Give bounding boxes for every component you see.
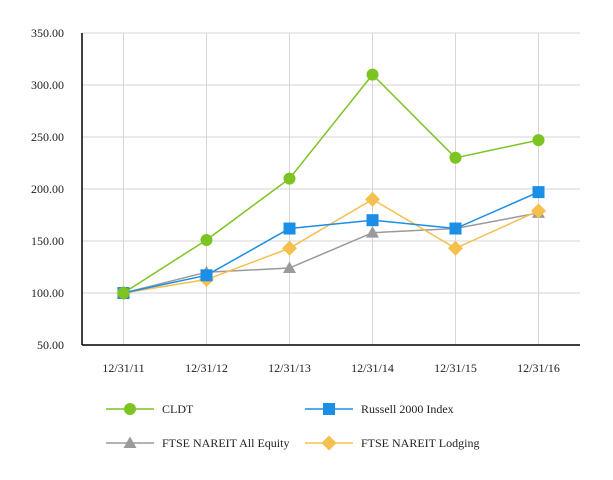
data-point [283,222,296,235]
series-line [123,191,539,294]
x-tick-label: 12/31/13 [268,361,311,375]
data-point [282,240,297,256]
data-point [117,287,130,299]
y-tick-label: 200.00 [31,182,64,196]
y-tick-label: 100.00 [31,286,64,300]
x-tick-label: 12/31/14 [351,361,394,375]
data-point [283,172,296,185]
y-axis-ticks: 50.00 100.00 150.00 200.00 250.00 300.00 350.0… [31,26,64,352]
series-1 [117,186,545,299]
series-line [123,73,539,294]
x-tick-label: 12/31/16 [517,361,560,375]
y-tick-label: 250.00 [31,130,64,144]
data-point [531,203,546,219]
data-point [365,191,380,207]
data-point [200,233,213,246]
series-line [123,198,539,294]
series-line [123,212,539,294]
data-point [449,222,462,235]
y-tick-label: 300.00 [31,78,64,92]
series-group [116,68,546,301]
data-point [366,226,379,238]
data-point [283,261,296,274]
x-tick-label: 12/31/12 [185,361,228,375]
y-tick-label: 350.00 [31,26,64,40]
x-tick-label: 12/31/11 [102,361,144,375]
x-tick-label: 12/31/15 [434,361,477,375]
grid-lines [82,32,580,345]
data-point [532,186,545,199]
x-axis-ticks: 12/31/11 12/31/12 12/31/13 12/31/14 12/31/15… [102,361,559,375]
data-point [449,151,462,164]
y-tick-label: 50.00 [37,338,64,352]
axes [81,33,580,346]
data-point [532,134,545,147]
data-point [366,214,379,227]
series-3 [116,191,546,301]
data-point [200,269,213,282]
data-point [448,240,463,256]
y-tick-label: 150.00 [31,234,64,248]
series-0 [117,68,545,299]
data-point [366,68,379,81]
